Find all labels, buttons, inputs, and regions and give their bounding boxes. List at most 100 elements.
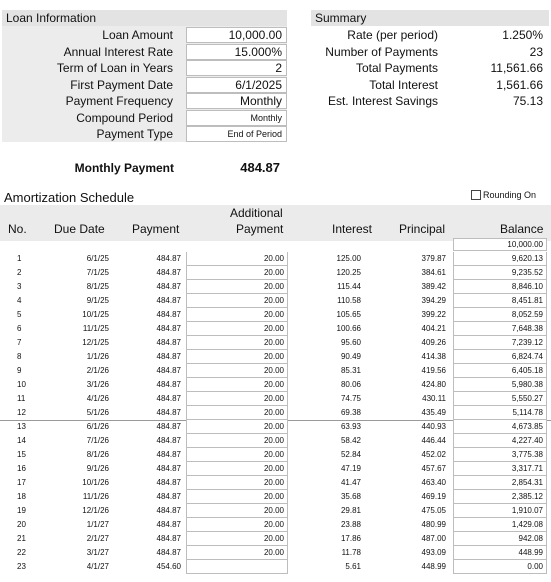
row-balance[interactable]: 8,052.59 bbox=[453, 308, 547, 322]
row-due-date: 11/1/25 bbox=[82, 324, 109, 333]
row-interest: 74.75 bbox=[340, 394, 361, 403]
row-balance[interactable]: 8,451.81 bbox=[453, 294, 547, 308]
row-additional-payment[interactable]: 20.00 bbox=[186, 364, 288, 378]
row-balance[interactable]: 7,648.38 bbox=[453, 322, 547, 336]
rounding-checkbox[interactable] bbox=[471, 190, 481, 200]
row-additional-payment[interactable]: 20.00 bbox=[186, 308, 288, 322]
row-due-date: 5/1/26 bbox=[86, 408, 109, 417]
row-payment: 484.87 bbox=[156, 394, 181, 403]
row-balance[interactable]: 4,227.40 bbox=[453, 434, 547, 448]
row-additional-payment[interactable]: 20.00 bbox=[186, 462, 288, 476]
row-additional-payment[interactable]: 20.00 bbox=[186, 518, 288, 532]
summary-value: 11,561.66 bbox=[490, 61, 544, 75]
table-row: 6 11/1/25 484.87 20.00 100.66 404.21 7,648.38 bbox=[0, 322, 551, 336]
loan-field-input[interactable]: Monthly bbox=[186, 109, 287, 126]
row-balance[interactable]: 2,854.31 bbox=[453, 476, 547, 490]
row-number: 5 bbox=[17, 310, 22, 319]
loan-field-input[interactable]: 10,000.00 bbox=[186, 27, 287, 43]
row-balance[interactable]: 5,980.38 bbox=[453, 378, 547, 392]
summary-label: Number of Payments bbox=[325, 44, 438, 59]
row-additional-payment[interactable] bbox=[186, 560, 288, 574]
row-interest: 90.49 bbox=[340, 352, 361, 361]
row-payment: 484.87 bbox=[156, 506, 181, 515]
row-balance[interactable]: 1,910.07 bbox=[453, 504, 547, 518]
row-due-date: 3/1/26 bbox=[86, 380, 109, 389]
row-principal: 389.42 bbox=[421, 282, 446, 291]
row-balance[interactable]: 1,429.08 bbox=[453, 518, 547, 532]
row-balance[interactable]: 8,846.10 bbox=[453, 280, 547, 294]
row-additional-payment[interactable]: 20.00 bbox=[186, 294, 288, 308]
col-header-payment: Payment bbox=[132, 222, 180, 236]
row-additional-payment[interactable]: 20.00 bbox=[186, 392, 288, 406]
summary-value: 1,561.66 bbox=[496, 77, 543, 92]
row-additional-payment[interactable]: 20.00 bbox=[186, 490, 288, 504]
loan-field-input[interactable]: 6/1/2025 bbox=[186, 76, 287, 93]
loan-field-input[interactable]: 15.000% bbox=[186, 43, 287, 60]
row-balance[interactable]: 2,385.12 bbox=[453, 490, 547, 504]
row-additional-payment[interactable]: 20.00 bbox=[186, 504, 288, 518]
row-balance[interactable]: 6,824.74 bbox=[453, 350, 547, 364]
row-additional-payment[interactable]: 20.00 bbox=[186, 266, 288, 280]
row-due-date: 4/1/26 bbox=[86, 394, 109, 403]
table-row: 13 6/1/26 484.87 20.00 63.93 440.93 4,673.85 bbox=[0, 420, 551, 434]
row-due-date: 10/1/26 bbox=[82, 478, 109, 487]
row-principal: 409.26 bbox=[421, 338, 446, 347]
row-additional-payment[interactable]: 20.00 bbox=[186, 336, 288, 350]
row-balance[interactable]: 5,550.27 bbox=[453, 392, 547, 406]
table-row: 5 10/1/25 484.87 20.00 105.65 399.22 8,052.59 bbox=[0, 308, 551, 322]
row-interest: 5.61 bbox=[345, 562, 361, 571]
row-number: 15 bbox=[17, 450, 26, 459]
row-due-date: 12/1/25 bbox=[82, 338, 109, 347]
row-balance[interactable]: 9,235.52 bbox=[453, 266, 547, 280]
row-principal: 475.05 bbox=[421, 506, 446, 515]
row-balance[interactable]: 7,239.12 bbox=[453, 336, 547, 350]
row-principal: 419.56 bbox=[421, 366, 446, 375]
row-additional-payment[interactable]: 20.00 bbox=[186, 322, 288, 336]
summary-header: Summary bbox=[311, 10, 549, 26]
row-principal: 435.49 bbox=[421, 408, 446, 417]
row-payment: 484.87 bbox=[156, 492, 181, 501]
summary-value: 23 bbox=[529, 44, 543, 59]
row-interest: 100.66 bbox=[336, 324, 361, 333]
row-balance[interactable]: 5,114.78 bbox=[453, 406, 547, 420]
row-payment: 484.87 bbox=[156, 310, 181, 319]
row-additional-payment[interactable]: 20.00 bbox=[186, 532, 288, 546]
row-balance[interactable]: 4,673.85 bbox=[453, 420, 547, 434]
row-balance[interactable]: 448.99 bbox=[453, 546, 547, 560]
row-balance[interactable]: 3,317.71 bbox=[453, 462, 547, 476]
row-number: 8 bbox=[17, 352, 22, 361]
row-additional-payment[interactable]: 20.00 bbox=[186, 448, 288, 462]
row-principal: 469.19 bbox=[421, 492, 446, 501]
schedule-header-band bbox=[0, 205, 551, 241]
loan-field-input[interactable]: Monthly bbox=[186, 93, 287, 109]
loan-field-input[interactable]: 2 bbox=[186, 60, 287, 76]
row-due-date: 1/1/26 bbox=[86, 352, 109, 361]
opening-balance-cell[interactable]: 10,000.00 bbox=[453, 238, 547, 251]
table-row: 20 1/1/27 484.87 20.00 23.88 480.99 1,429.08 bbox=[0, 518, 551, 532]
row-additional-payment[interactable]: 20.00 bbox=[186, 546, 288, 560]
row-additional-payment[interactable]: 20.00 bbox=[186, 434, 288, 448]
row-interest: 29.81 bbox=[340, 506, 361, 515]
row-interest: 95.60 bbox=[340, 338, 361, 347]
row-additional-payment[interactable]: 20.00 bbox=[186, 280, 288, 294]
row-balance[interactable]: 0.00 bbox=[453, 560, 547, 574]
row-interest: 120.25 bbox=[336, 268, 361, 277]
row-additional-payment[interactable]: 20.00 bbox=[186, 476, 288, 490]
row-balance[interactable]: 942.08 bbox=[453, 532, 547, 546]
row-due-date: 9/1/25 bbox=[86, 296, 109, 305]
row-due-date: 6/1/26 bbox=[86, 422, 109, 431]
row-interest: 41.47 bbox=[340, 478, 361, 487]
row-balance[interactable]: 3,775.38 bbox=[453, 448, 547, 462]
row-additional-payment[interactable]: 20.00 bbox=[186, 406, 288, 420]
loan-field-input[interactable]: End of Period bbox=[186, 126, 287, 142]
row-balance[interactable]: 9,620.13 bbox=[453, 252, 547, 266]
row-number: 9 bbox=[17, 366, 22, 375]
row-payment: 484.87 bbox=[156, 338, 181, 347]
row-additional-payment[interactable]: 20.00 bbox=[186, 378, 288, 392]
row-payment: 484.87 bbox=[156, 408, 181, 417]
row-additional-payment[interactable]: 20.00 bbox=[186, 350, 288, 364]
row-additional-payment[interactable]: 20.00 bbox=[186, 420, 288, 434]
row-number: 21 bbox=[17, 534, 26, 543]
row-balance[interactable]: 6,405.18 bbox=[453, 364, 547, 378]
row-additional-payment[interactable]: 20.00 bbox=[186, 252, 288, 266]
